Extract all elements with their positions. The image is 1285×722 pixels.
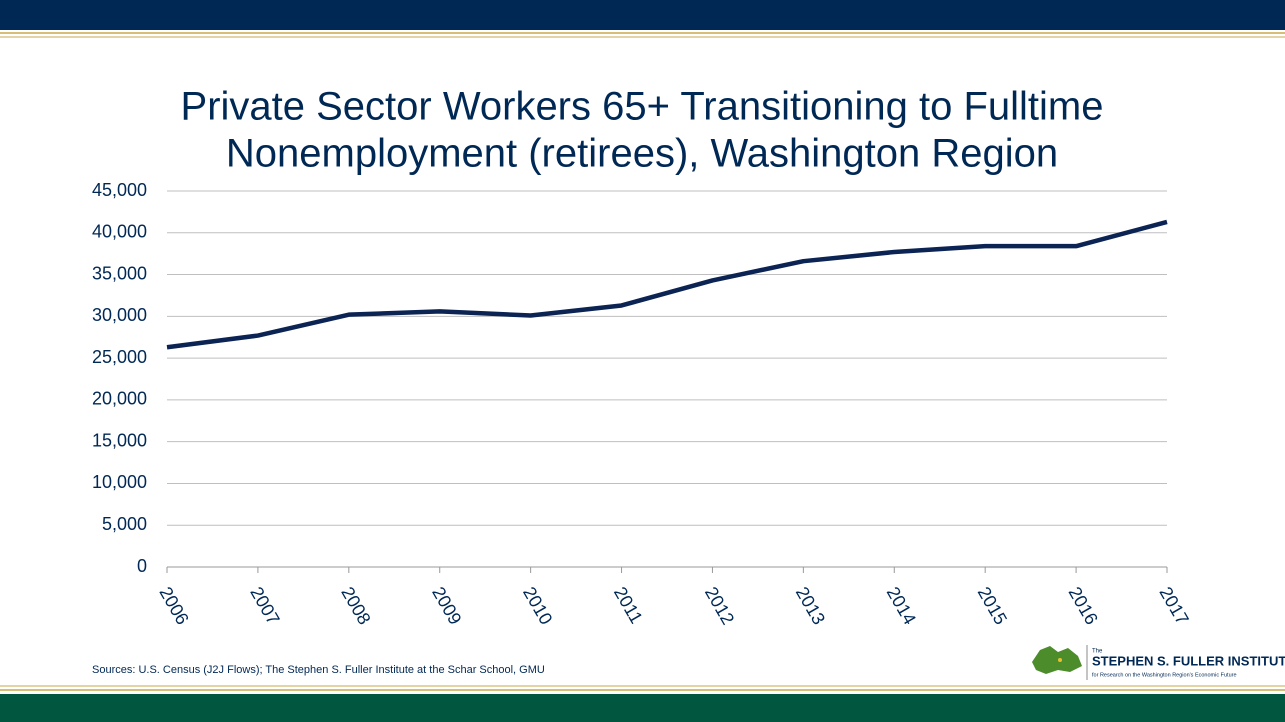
x-tick-label: 2014 <box>883 583 920 628</box>
x-tick-label: 2012 <box>701 583 738 628</box>
source-note: Sources: U.S. Census (J2J Flows); The St… <box>92 664 545 676</box>
y-tick-label: 35,000 <box>92 263 147 283</box>
logo-name: STEPHEN S. FULLER INSTITUTE <box>1092 653 1285 668</box>
x-tick-label: 2013 <box>792 583 829 628</box>
logo-icon <box>1032 646 1082 674</box>
x-tick-label: 2007 <box>246 583 283 628</box>
x-tick-label: 2006 <box>155 583 192 628</box>
y-tick-label: 40,000 <box>92 222 147 242</box>
y-tick-label: 5,000 <box>102 514 147 534</box>
y-tick-label: 20,000 <box>92 389 147 409</box>
y-tick-label: 30,000 <box>92 305 147 325</box>
line-series <box>166 219 1168 350</box>
x-tick-label: 2017 <box>1155 583 1192 628</box>
logo-pre: The <box>1092 649 1103 655</box>
y-tick-label: 15,000 <box>92 430 147 450</box>
x-tick-label: 2010 <box>519 583 556 628</box>
logo-tagline: for Research on the Washington Region's … <box>1092 672 1237 678</box>
chart-title: Private Sector Workers 65+ Transitioning… <box>181 85 1104 129</box>
bottom-bar <box>0 694 1285 722</box>
y-tick-label: 25,000 <box>92 347 147 367</box>
x-tick-label: 2008 <box>337 583 374 628</box>
y-tick-label: 45,000 <box>92 180 147 200</box>
x-tick-label: 2009 <box>428 583 465 628</box>
y-tick-label: 0 <box>137 556 147 576</box>
x-tick-label: 2011 <box>610 583 647 627</box>
x-tick-label: 2015 <box>974 583 1011 628</box>
logo-dot <box>1058 658 1062 662</box>
top-bar <box>0 0 1285 30</box>
y-tick-label: 10,000 <box>92 472 147 492</box>
x-tick-label: 2016 <box>1065 583 1102 628</box>
chart-subtitle: Nonemployment (retirees), Washington Reg… <box>226 132 1058 176</box>
